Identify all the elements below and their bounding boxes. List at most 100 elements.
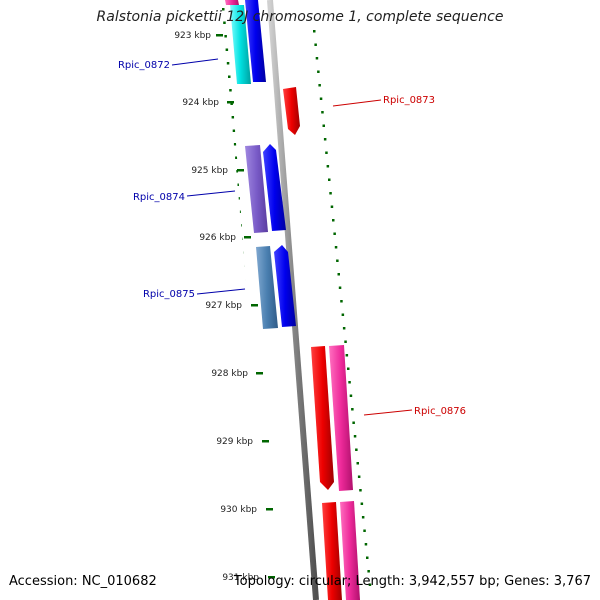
minor-tick (321, 111, 324, 114)
gene-rpic-0876-features[interactable] (311, 345, 360, 600)
feature-blue-cds-0874[interactable] (263, 144, 286, 231)
minor-tick (349, 394, 353, 397)
minor-tick (338, 286, 342, 289)
gene-label-rpic-0874[interactable]: Rpic_0874 (133, 190, 236, 203)
kbp-label: 931 kbp (222, 573, 259, 583)
minor-tick (224, 35, 227, 38)
feature-magenta-0876[interactable] (329, 345, 353, 491)
minor-tick (361, 516, 365, 519)
kbp-major-tick (216, 34, 223, 37)
kbp-scale: 923 kbp 924 kbp 925 kbp 926 kbp 927 kbp 928 k… (174, 31, 275, 583)
minor-tick (356, 462, 359, 465)
minor-tick (363, 529, 366, 532)
minor-tick (330, 205, 334, 208)
kbp-label: 928 kbp (211, 369, 248, 379)
gene-name-text: Rpic_0875 (143, 289, 195, 300)
feature-blue-cds-0875[interactable] (274, 245, 296, 327)
kbp-label: 927 kbp (205, 301, 242, 311)
minor-tick (333, 232, 336, 235)
feature-blue-cds-0872[interactable] (245, 0, 266, 82)
minor-tick (348, 381, 351, 384)
gene-name-text: Rpic_0872 (118, 60, 170, 71)
minor-tick (360, 502, 364, 505)
minor-tick (355, 448, 358, 451)
minor-tick (364, 543, 368, 546)
minor-tick (319, 97, 323, 100)
minor-tick (328, 178, 331, 181)
minor-tick (359, 489, 362, 492)
minor-tick (368, 583, 372, 586)
minor-tick (230, 102, 233, 105)
minor-tick (235, 156, 238, 159)
kbp-major-tick (237, 169, 244, 172)
minor-tick (347, 367, 350, 370)
minor-tick (341, 313, 345, 316)
kbp-major-tick (227, 101, 234, 104)
kbp-label: 926 kbp (199, 233, 236, 243)
minor-tick (332, 219, 335, 222)
minor-tick (353, 435, 357, 438)
minor-tick (317, 70, 320, 73)
feature-magenta-bottom[interactable] (340, 501, 360, 600)
accession-label: Accession: NC_010682 (9, 574, 157, 589)
kbp-label: 930 kbp (220, 505, 257, 515)
minor-tick (326, 165, 330, 168)
kbp-major-tick (244, 236, 251, 239)
minor-tick (226, 62, 230, 65)
minor-tick (334, 246, 338, 249)
minor-tick (367, 570, 370, 573)
kbp-label: 923 kbp (174, 31, 211, 41)
gene-label-rpic-0876[interactable]: Rpic_0876 (363, 406, 466, 417)
gene-label-rpic-0875[interactable]: Rpic_0875 (143, 288, 246, 300)
minor-tick (352, 421, 355, 424)
gene-rpic-0875-features[interactable] (256, 245, 296, 329)
minor-tick (318, 84, 321, 87)
minor-tick (225, 48, 229, 51)
topology-label: Topology: circular; Length: 3,942,557 bp… (233, 574, 591, 589)
kbp-major-tick (256, 372, 263, 375)
feature-red-cds-0873[interactable] (283, 87, 300, 135)
feature-purple-0874[interactable] (245, 145, 268, 233)
kbp-major-tick (266, 508, 273, 511)
minor-tick (229, 89, 232, 92)
minor-tick (232, 129, 236, 132)
minor-tick (325, 151, 328, 154)
minor-tick (337, 273, 340, 276)
feature-red-cds-bottom[interactable] (322, 502, 342, 600)
minor-tick (336, 259, 339, 262)
gene-label-rpic-0873[interactable]: Rpic_0873 (332, 95, 435, 107)
minor-tick (231, 116, 235, 119)
kbp-label: 929 kbp (216, 437, 253, 447)
kbp-major-tick (262, 440, 269, 443)
minor-tick (357, 475, 361, 478)
gene-name-text: Rpic_0876 (414, 406, 466, 417)
minor-tick (366, 556, 369, 559)
feature-magenta-top[interactable] (225, 0, 239, 5)
minor-tick (223, 21, 226, 24)
kbp-major-tick (251, 304, 258, 307)
minor-tick (329, 192, 332, 195)
minor-tick (340, 300, 343, 303)
minor-tick (345, 354, 349, 357)
minor-tick (233, 143, 237, 146)
minor-tick (228, 75, 231, 78)
minor-tick (351, 408, 354, 411)
minor-tick (313, 30, 316, 33)
minor-tick (344, 340, 347, 343)
minor-tick (237, 183, 240, 186)
minor-tick (222, 8, 225, 11)
minor-tick (314, 43, 317, 46)
gene-name-text: Rpic_0873 (383, 95, 435, 106)
gene-label-rpic-0872[interactable]: Rpic_0872 (118, 58, 219, 71)
minor-tick (315, 57, 319, 60)
kbp-label: 924 kbp (182, 98, 219, 108)
feature-steel-0875[interactable] (256, 246, 278, 329)
feature-cyan[interactable] (230, 5, 251, 84)
minor-tick (323, 138, 327, 141)
feature-red-cds-0876[interactable] (311, 346, 334, 490)
gene-rpic-0874-features[interactable] (245, 144, 286, 233)
minor-tick (322, 124, 325, 127)
minor-tick (342, 327, 346, 330)
gene-rpic-0872-features[interactable] (225, 0, 266, 84)
